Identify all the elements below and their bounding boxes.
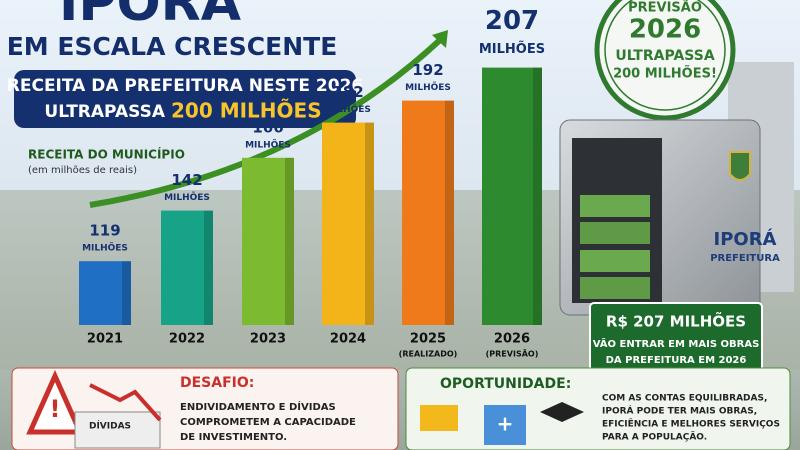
cross: + [497, 412, 514, 436]
warning-icon [26, 369, 84, 435]
stamp-text: PREVISÃO [628, 0, 702, 16]
bar-shade [122, 261, 131, 325]
value-unit: MILHÕES [479, 41, 545, 57]
value-label: 182 [332, 83, 363, 101]
bar-shade [285, 157, 294, 325]
debt-label: DÍVIDAS [89, 420, 131, 432]
title: IPORÁ [59, 0, 241, 33]
arrow-head [432, 30, 448, 48]
x-tick-label: 2021 [87, 332, 123, 347]
graduation-icon [540, 402, 584, 422]
bar [242, 157, 294, 325]
stamp-ring [604, 0, 726, 111]
challenge-title: DESAFIO: [180, 375, 254, 391]
value-label: 142 [171, 171, 202, 189]
value-label: 166 [252, 118, 283, 136]
money [580, 250, 650, 272]
chart-subtitle: (em milhões de reais) [28, 165, 137, 176]
opportunity-line: PARA A POPULAÇÃO. [602, 432, 707, 443]
bar [161, 210, 213, 325]
value-unit: MILHÕES [82, 242, 128, 254]
bar [79, 261, 131, 325]
category-note: (REALIZADO) [399, 350, 458, 359]
safe-label: PREFEITURA [710, 253, 780, 264]
bar [402, 100, 454, 325]
subtitle: EM ESCALA CRESCENTE [7, 32, 338, 61]
value-label: 207 [485, 6, 539, 36]
value-unit: MILHÕES [325, 103, 371, 115]
opportunity-title: OPORTUNIDADE: [440, 376, 571, 392]
x-tick-label: 2022 [169, 332, 205, 347]
down-arrow [89, 383, 162, 422]
challenge-line: ENDIVIDAMENTO E DÍVIDAS [180, 400, 336, 413]
x-tick-label: 2024 [330, 332, 366, 347]
banner-highlight: 200 MILHÕES [171, 99, 322, 123]
opportunity-line: IPORÁ PODE TER MAIS OBRAS, [602, 405, 757, 417]
money [580, 222, 650, 244]
money [580, 195, 650, 217]
value-unit: MILHÕES [164, 191, 210, 203]
stamp-text: ULTRAPASSA [615, 48, 714, 64]
category-note: (PREVISÃO) [486, 349, 539, 359]
banner-line: RECEITA DA PREFEITURA NESTE 2026 [7, 76, 363, 96]
sign-line: VÃO ENTRAR EM MAIS OBRAS [593, 337, 760, 350]
hospital-icon [484, 405, 526, 445]
warning-mark: ! [50, 395, 61, 423]
value-label: 192 [412, 61, 443, 79]
bar-shade [365, 122, 374, 325]
value-unit: MILHÕES [245, 138, 291, 150]
growth-arrow [89, 37, 443, 208]
challenge-line: COMPROMETEM A CAPACIDADE [180, 417, 356, 428]
bar-shade [445, 100, 454, 325]
sign-line: DA PREFEITURA EM 2026 [606, 355, 747, 366]
sign-title: R$ 207 MILHÕES [606, 312, 746, 331]
x-tick-label: 2023 [250, 332, 286, 347]
crest [729, 151, 751, 181]
safe-interior [572, 138, 662, 303]
stamp [594, 0, 736, 121]
bar-shade [533, 67, 542, 325]
bar [322, 122, 374, 325]
bar-shade [204, 210, 213, 325]
chart-title: RECEITA DO MUNICÍPIO [28, 147, 185, 162]
x-tick-label: 2026 [494, 332, 530, 347]
stamp-year: 2026 [629, 15, 701, 45]
opportunity-line: EFICIÊNCIA E MELHORES SERVIÇOS [602, 418, 780, 430]
safe-name: IPORÁ [714, 228, 777, 250]
bar-chart: 119MILHÕES2021142MILHÕES2022166MILHÕES20… [79, 6, 545, 359]
banner [14, 70, 356, 128]
money [580, 277, 650, 299]
debt-papers [74, 411, 161, 449]
excavator-icon [420, 405, 458, 431]
value-label: 119 [89, 222, 120, 240]
opportunity-line: COM AS CONTAS EQUILIBRADAS, [602, 394, 767, 404]
stamp-text: 200 MILHÕES! [613, 66, 717, 82]
bar [482, 67, 542, 325]
x-tick-label: 2025 [410, 332, 446, 347]
value-unit: MILHÕES [405, 81, 451, 93]
banner-line: ULTRAPASSA [44, 102, 165, 122]
challenge-line: DE INVESTIMENTO. [180, 432, 287, 443]
